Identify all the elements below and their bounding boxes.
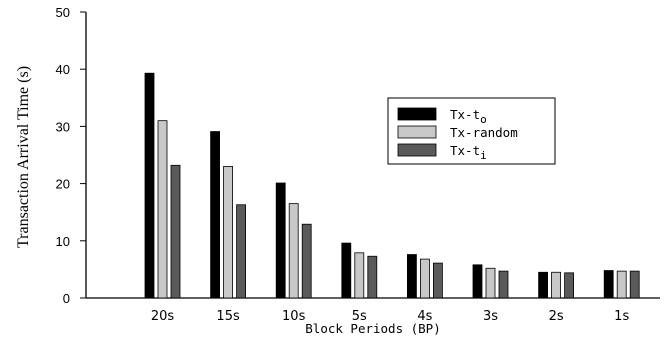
y-tick-label: 10 [56,234,70,249]
y-tick-label: 30 [56,119,70,134]
x-tick-label: 1s [614,309,629,324]
x-tick-label: 5s [352,309,367,324]
y-ticks: 0 10 20 30 40 50 [56,5,86,306]
legend-swatch-2 [397,125,437,139]
bar-5s-series-3 [367,255,378,299]
legend-label-text: Tx-t [450,143,480,158]
bar-5s-series-1 [341,242,352,299]
x-tick-label: 15s [216,309,240,324]
legend-label-text: Tx-random [450,125,518,140]
bar-2s-series-2 [551,271,561,299]
bar-10s-series-2 [288,203,299,299]
bar-10s-series-3 [301,223,312,299]
bar-4s-series-2 [419,258,430,299]
bar-10s-series-1 [275,182,286,299]
y-axis: 0 10 20 30 40 50 [56,5,87,306]
bar-1s-series-2 [616,270,627,299]
legend-label-text: Tx-t [450,107,480,122]
x-tick-label: 10s [282,309,306,324]
bar-20s-series-2 [157,120,168,299]
bars [144,72,640,299]
x-tick-label: 3s [483,309,498,324]
bar-20s-series-1 [144,72,155,299]
bar-5s-series-2 [354,252,365,299]
x-tick-labels: 20s 15s 10s 5s 4s 3s 2s 1s [151,309,630,324]
bar-4s-series-1 [406,254,417,299]
bar-3s-series-2 [485,267,496,299]
bar-4s-series-3 [432,262,443,299]
y-tick-label: 20 [56,177,70,192]
legend-label-3: Tx-ti [450,143,487,162]
bar-1s-series-3 [629,270,640,299]
bar-15s-series-3 [236,204,247,299]
bar-2s-series-3 [564,272,574,299]
bar-2s-series-1 [538,271,548,299]
y-axis-title: Transaction Arrival Time (s) [15,66,32,248]
x-tick-label: 4s [417,309,432,324]
legend-label-subscript: i [480,149,487,162]
bar-20s-series-3 [170,164,181,299]
legend-label-2: Tx-random [450,125,518,140]
bar-1s-series-1 [603,270,614,299]
y-tick-label: 40 [56,62,70,77]
bar-15s-series-1 [210,131,221,299]
x-tick-label: 2s [549,309,564,324]
y-tick-label: 0 [63,291,70,306]
legend-swatch-1 [397,107,437,121]
legend-label-1: Tx-to [450,107,487,126]
legend-swatch-3 [397,143,437,157]
x-tick-label: 20s [151,309,175,324]
x-axis: 20s 15s 10s 5s 4s 3s 2s 1s [86,297,660,324]
bar-15s-series-2 [223,166,234,299]
x-axis-title: Block Periods (BP) [305,321,440,336]
y-tick-label: 50 [56,5,70,20]
bar-3s-series-3 [498,270,509,299]
legend-label-subscript: o [480,113,487,126]
bar-3s-series-1 [472,264,483,299]
